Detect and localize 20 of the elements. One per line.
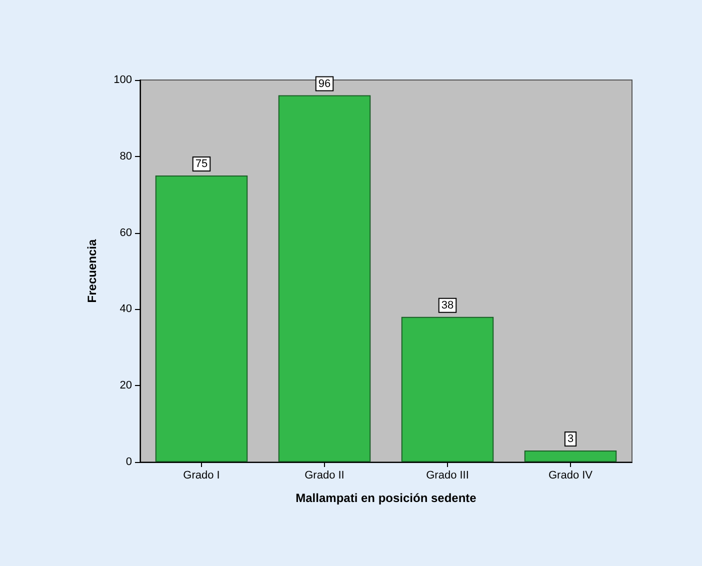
x-tick-label: Grado II xyxy=(304,470,344,482)
y-tick-label: 60 xyxy=(120,226,132,239)
y-tick-label: 40 xyxy=(120,303,132,316)
x-tick-label: Grado IV xyxy=(548,470,594,482)
x-axis-title: Mallampati en posición sedente xyxy=(296,491,477,505)
y-tick-label: 80 xyxy=(120,150,132,162)
y-axis-title: Frecuencia xyxy=(85,239,99,303)
y-tick-label: 20 xyxy=(120,380,132,392)
x-tick-label: Grado III xyxy=(426,470,469,482)
data-label: 75 xyxy=(195,158,208,170)
data-label: 96 xyxy=(318,78,331,90)
bar xyxy=(278,95,371,462)
bar xyxy=(401,316,494,462)
y-tick-label: 100 xyxy=(114,74,132,86)
y-tick-label: 0 xyxy=(126,456,132,468)
data-label: 38 xyxy=(441,299,454,312)
data-label: 3 xyxy=(567,433,574,446)
bar xyxy=(524,450,617,462)
x-tick-label: Grado I xyxy=(183,470,220,482)
bar xyxy=(155,176,248,462)
